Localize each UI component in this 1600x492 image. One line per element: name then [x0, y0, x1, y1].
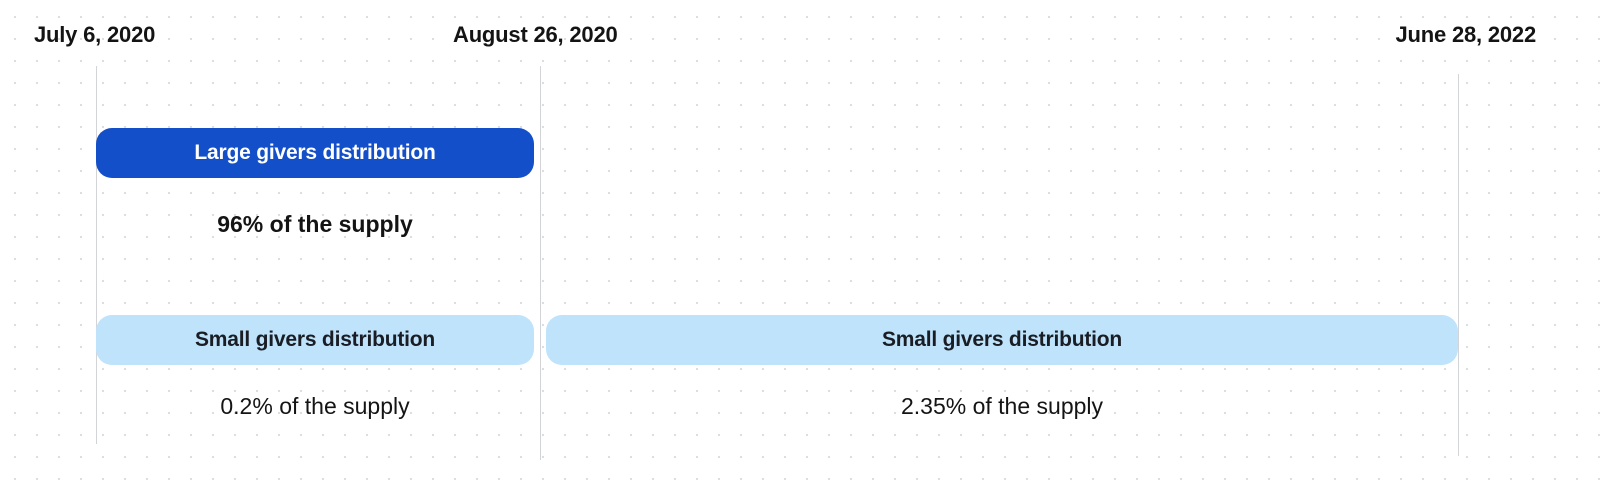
timeline-date-start: July 6, 2020 — [34, 22, 156, 47]
large-givers-share-text: 96% of the supply — [217, 211, 413, 237]
large-givers-distribution-bar: Large givers distribution — [96, 128, 534, 178]
timeline-divider-start — [96, 66, 97, 444]
timeline-divider-end — [1458, 74, 1459, 456]
small-givers-share-text-phase-1: 0.2% of the supply — [220, 393, 410, 419]
small-givers-distribution-bar-phase-1: Small givers distribution — [96, 315, 534, 365]
timeline-date-end: June 28, 2022 — [1395, 22, 1537, 47]
timeline-date-middle: August 26, 2020 — [453, 22, 618, 47]
timeline-divider-middle — [540, 66, 541, 460]
small-givers-distribution-bar-phase-2: Small givers distribution — [546, 315, 1458, 365]
small-givers-share-text-phase-2: 2.35% of the supply — [900, 393, 1104, 419]
